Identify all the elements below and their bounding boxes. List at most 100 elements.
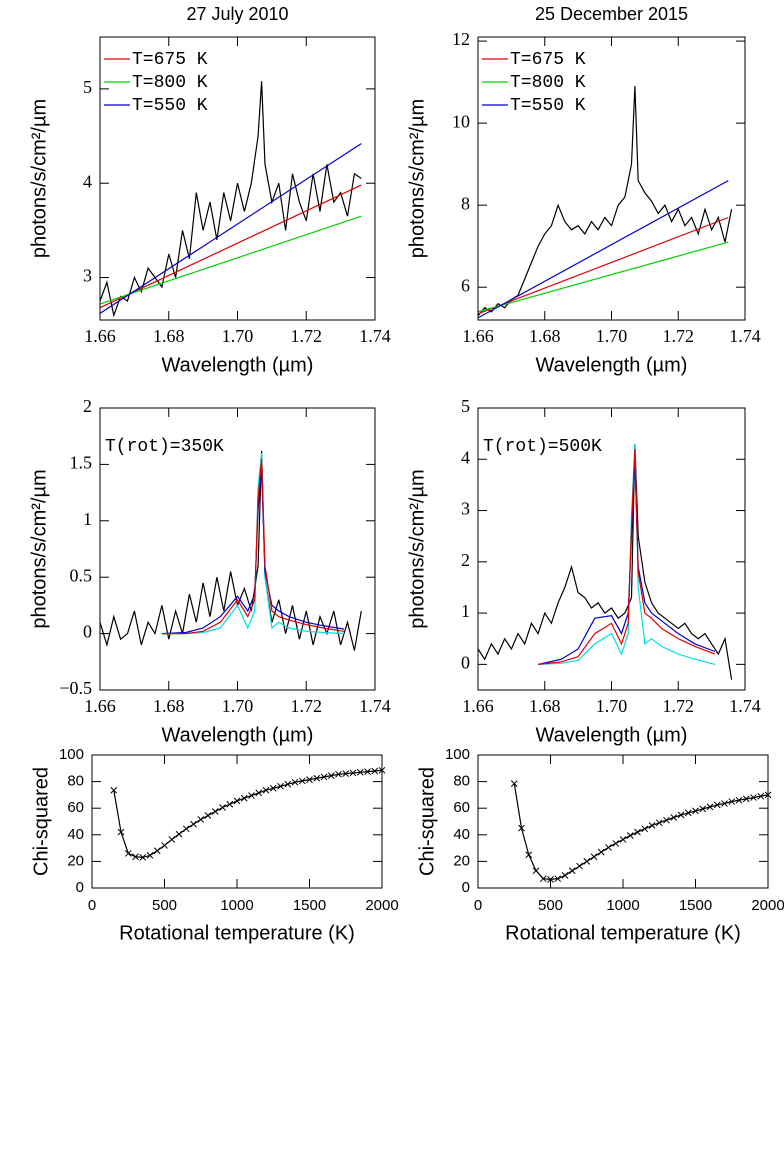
x-tick-label: 1000 (220, 897, 253, 914)
y-tick-label: 60 (67, 799, 84, 816)
x-axis-label: Wavelength (µm) (536, 724, 688, 746)
y-tick-label: 12 (452, 29, 470, 49)
legend-label: T=675 K (132, 50, 208, 70)
x-tick-label: 1.66 (462, 326, 494, 346)
legend-label: T=550 K (510, 96, 586, 116)
x-tick-label: 1.74 (359, 696, 391, 716)
point-marker (335, 770, 342, 778)
x-axis-label: Rotational temperature (K) (119, 922, 355, 944)
point-marker (525, 851, 533, 859)
point-marker (356, 768, 364, 776)
point-marker (750, 794, 757, 801)
x-tick-label: 1500 (679, 897, 712, 914)
point-marker (612, 840, 620, 847)
y-tick-label: 100 (445, 746, 470, 763)
point-marker (597, 848, 605, 856)
point-marker (634, 828, 641, 836)
series-line (113, 769, 382, 859)
y-tick-label: 5 (461, 396, 470, 416)
point-marker (327, 772, 335, 779)
point-marker (692, 807, 699, 815)
x-tick-label: 1.66 (84, 326, 116, 346)
x-tick-label: 1.66 (84, 696, 116, 716)
point-marker (298, 777, 306, 785)
x-tick-label: 1.68 (153, 326, 185, 346)
x-tick-label: 1.66 (462, 696, 494, 716)
x-tick-label: 1.70 (596, 326, 628, 346)
panel-title: 25 December 2015 (535, 4, 688, 24)
point-marker (590, 853, 598, 861)
point-marker (663, 816, 670, 824)
y-tick-label: 2 (83, 396, 92, 416)
y-tick-label: 4 (461, 447, 470, 467)
panel: Rotational temperature (K) Chi-squared 0 50… (30, 746, 398, 944)
point-marker (605, 844, 612, 851)
point-marker (248, 792, 255, 799)
point-marker (240, 794, 248, 802)
point-marker (735, 796, 743, 804)
point-marker (262, 786, 270, 794)
panel-title: 27 July 2010 (186, 4, 288, 24)
point-marker (568, 867, 576, 875)
y-tick-label: 10 (452, 111, 470, 131)
point-marker (204, 812, 212, 819)
point-marker (277, 782, 284, 790)
point-marker (742, 795, 750, 803)
legend-label: T=550 K (132, 96, 208, 116)
y-axis-label: Chi-squared (416, 767, 438, 876)
point-marker (153, 847, 161, 855)
y-axis-label: photons/s/cm²/µm (28, 99, 50, 258)
y-axis-label: photons/s/cm²/µm (406, 469, 428, 628)
x-tick-label: 500 (538, 897, 563, 914)
x-tick-label: 0 (88, 897, 96, 914)
legend-label: T=675 K (510, 50, 586, 70)
point-marker (124, 850, 132, 857)
point-marker (342, 770, 350, 777)
series-line (161, 453, 345, 635)
y-tick-label: 20 (67, 852, 84, 869)
point-marker (233, 797, 241, 805)
x-tick-label: 2000 (365, 897, 398, 914)
y-tick-label: 6 (461, 275, 470, 295)
x-tick-label: 1.72 (663, 696, 695, 716)
x-tick-label: 1.74 (359, 326, 391, 346)
y-tick-label: 5 (83, 77, 92, 97)
point-marker (706, 803, 714, 811)
point-marker (168, 836, 176, 843)
legend-label: T=800 K (510, 73, 586, 93)
point-marker (510, 780, 518, 787)
point-marker (699, 805, 707, 813)
x-axis-label: Wavelength (µm) (536, 354, 688, 376)
series-line (478, 86, 733, 317)
point-marker (561, 872, 569, 879)
series-line (478, 443, 733, 680)
point-marker (269, 784, 277, 792)
point-marker (728, 798, 736, 805)
series-line (100, 184, 362, 309)
x-tick-label: 1.72 (291, 326, 323, 346)
point-marker (532, 867, 540, 875)
x-tick-label: 500 (152, 897, 177, 914)
series-line (100, 81, 362, 318)
point-marker (291, 778, 299, 786)
y-tick-label: 0.5 (70, 565, 93, 585)
point-marker (576, 862, 583, 870)
point-marker (182, 825, 190, 833)
point-marker (320, 773, 328, 781)
point-marker (146, 852, 154, 859)
x-axis-label: Wavelength (µm) (162, 354, 314, 376)
y-tick-label: 0 (461, 652, 470, 672)
plot-frame (477, 36, 746, 321)
y-tick-label: 2 (461, 550, 470, 570)
y-axis-label: Chi-squared (30, 767, 52, 876)
legend-label: T=800 K (132, 73, 208, 93)
panel: Rotational temperature (K) Chi-squared 0 50… (416, 746, 784, 944)
point-marker (757, 792, 765, 800)
point-marker (626, 832, 634, 839)
point-marker (547, 876, 554, 883)
point-marker (721, 800, 728, 807)
plot-frame (99, 36, 376, 321)
plot-frame (99, 407, 376, 691)
point-marker (190, 820, 197, 828)
